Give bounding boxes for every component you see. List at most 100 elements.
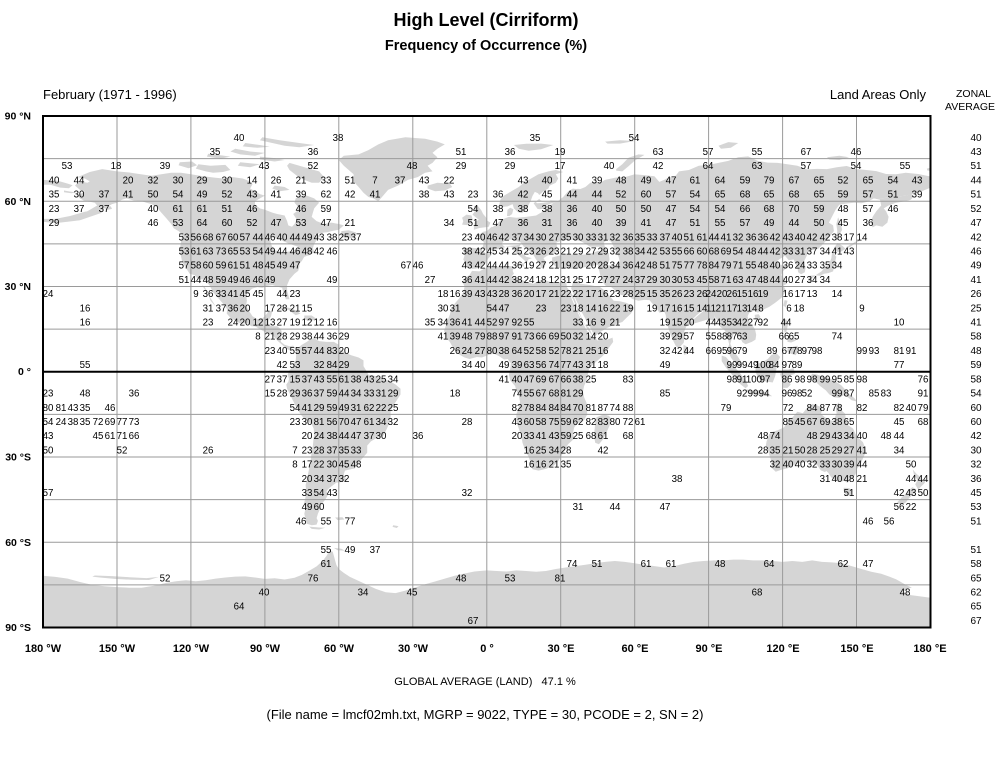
svg-text:47: 47 — [666, 204, 677, 215]
svg-text:81: 81 — [314, 417, 325, 428]
svg-text:25: 25 — [586, 346, 597, 357]
svg-text:41: 41 — [536, 431, 547, 442]
svg-text:29: 29 — [573, 247, 584, 258]
svg-text:54: 54 — [733, 247, 744, 258]
svg-text:29: 29 — [49, 218, 60, 229]
svg-text:41: 41 — [462, 318, 473, 329]
svg-text:42: 42 — [737, 318, 748, 329]
svg-text:38: 38 — [542, 204, 553, 215]
svg-text:24: 24 — [623, 275, 634, 286]
svg-text:46: 46 — [296, 516, 307, 527]
svg-text:21: 21 — [549, 261, 560, 272]
svg-text:32: 32 — [573, 332, 584, 343]
svg-text:16: 16 — [598, 346, 609, 357]
svg-text:34: 34 — [444, 218, 455, 229]
svg-text:83: 83 — [327, 346, 338, 357]
svg-text:78: 78 — [561, 346, 572, 357]
svg-text:58: 58 — [191, 261, 202, 272]
svg-text:40: 40 — [795, 232, 806, 243]
svg-text:43: 43 — [444, 190, 455, 201]
svg-text:46: 46 — [851, 147, 862, 158]
svg-text:33: 33 — [524, 431, 535, 442]
svg-text:46: 46 — [413, 261, 424, 272]
svg-text:33: 33 — [807, 261, 818, 272]
svg-text:37: 37 — [74, 204, 85, 215]
svg-text:AVERAGE: AVERAGE — [945, 101, 995, 113]
svg-text:7: 7 — [292, 445, 297, 456]
svg-text:36: 36 — [512, 261, 523, 272]
svg-text:32: 32 — [388, 417, 399, 428]
svg-text:44: 44 — [253, 232, 264, 243]
svg-text:44: 44 — [314, 332, 325, 343]
svg-text:63: 63 — [524, 360, 535, 371]
svg-text:98: 98 — [807, 374, 818, 385]
svg-text:35: 35 — [49, 190, 60, 201]
svg-text:60: 60 — [203, 261, 214, 272]
svg-text:44: 44 — [487, 275, 498, 286]
svg-text:81: 81 — [586, 403, 597, 414]
svg-text:39: 39 — [450, 332, 461, 343]
svg-text:42: 42 — [277, 360, 288, 371]
svg-text:20: 20 — [524, 289, 535, 300]
svg-text:63: 63 — [733, 275, 744, 286]
svg-text:42: 42 — [647, 247, 658, 258]
svg-text:74: 74 — [770, 431, 781, 442]
svg-text:67: 67 — [468, 616, 479, 627]
svg-text:67: 67 — [807, 417, 818, 428]
svg-text:27: 27 — [549, 232, 560, 243]
svg-text:38: 38 — [512, 275, 523, 286]
svg-text:21: 21 — [716, 303, 727, 314]
svg-text:22: 22 — [561, 289, 572, 300]
svg-text:35: 35 — [530, 133, 541, 144]
svg-text:97: 97 — [802, 346, 813, 357]
svg-text:54: 54 — [970, 389, 982, 400]
svg-text:21: 21 — [561, 247, 572, 258]
svg-text:48: 48 — [746, 247, 757, 258]
svg-text:23: 23 — [43, 389, 54, 400]
svg-text:61: 61 — [666, 559, 677, 570]
svg-text:27: 27 — [265, 374, 276, 385]
svg-text:32: 32 — [610, 247, 621, 258]
svg-text:47: 47 — [660, 502, 671, 513]
svg-text:74: 74 — [610, 403, 621, 414]
svg-text:40: 40 — [783, 275, 794, 286]
svg-text:46: 46 — [148, 218, 159, 229]
svg-text:26: 26 — [672, 289, 683, 300]
svg-text:37: 37 — [370, 545, 381, 556]
svg-text:30: 30 — [660, 275, 671, 286]
svg-text:66: 66 — [706, 346, 717, 357]
svg-text:50: 50 — [814, 218, 825, 229]
svg-text:42: 42 — [314, 247, 325, 258]
svg-text:87: 87 — [727, 332, 738, 343]
svg-text:62: 62 — [573, 417, 584, 428]
svg-text:15: 15 — [302, 303, 313, 314]
svg-text:43: 43 — [327, 488, 338, 499]
svg-text:44: 44 — [499, 261, 510, 272]
svg-text:30: 30 — [173, 175, 184, 186]
svg-text:37: 37 — [216, 303, 227, 314]
svg-text:47: 47 — [493, 218, 504, 229]
svg-text:43: 43 — [419, 175, 430, 186]
svg-text:38: 38 — [832, 232, 843, 243]
svg-text:20: 20 — [512, 431, 523, 442]
svg-text:35: 35 — [635, 232, 646, 243]
svg-text:48: 48 — [351, 460, 362, 471]
svg-text:16: 16 — [524, 460, 535, 471]
svg-text:77: 77 — [684, 261, 695, 272]
svg-text:91: 91 — [906, 346, 917, 357]
svg-text:42: 42 — [499, 232, 510, 243]
svg-text:52: 52 — [970, 204, 982, 215]
svg-text:50: 50 — [906, 460, 917, 471]
svg-text:16: 16 — [586, 318, 597, 329]
svg-text:60: 60 — [228, 232, 239, 243]
svg-text:16: 16 — [536, 460, 547, 471]
svg-text:59: 59 — [740, 175, 751, 186]
svg-text:46: 46 — [247, 204, 258, 215]
svg-text:68: 68 — [549, 389, 560, 400]
svg-text:57: 57 — [240, 232, 251, 243]
svg-text:40: 40 — [970, 133, 982, 144]
svg-text:92: 92 — [512, 318, 523, 329]
svg-text:62: 62 — [970, 588, 982, 599]
svg-text:54: 54 — [253, 247, 264, 258]
svg-text:22: 22 — [376, 403, 387, 414]
